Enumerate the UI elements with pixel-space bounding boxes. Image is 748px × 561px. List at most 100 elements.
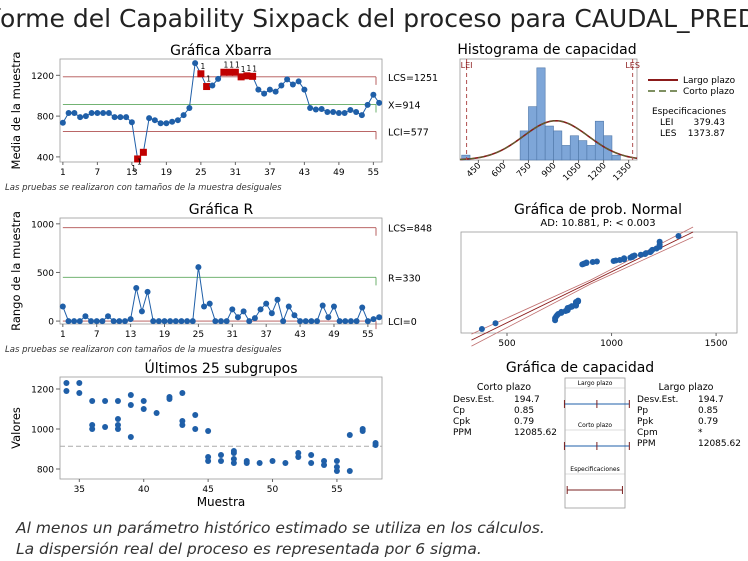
xbar-xtick-label: 25 xyxy=(195,168,206,178)
xbar-point xyxy=(272,88,279,95)
range-point xyxy=(189,318,196,325)
long-term-row-value: 12085.62 xyxy=(698,439,741,449)
histogram-bar xyxy=(561,145,571,161)
xbar-point-out xyxy=(139,148,147,156)
range-point xyxy=(376,314,383,321)
last25-xtick-label: 55 xyxy=(331,485,342,495)
long-term-row-value: 194.7 xyxy=(698,395,724,405)
long-term-row-label: Desv.Est. xyxy=(637,395,678,405)
last25-point xyxy=(256,460,263,466)
last25-point xyxy=(243,460,250,466)
xbar-point xyxy=(312,106,319,113)
histogram-lsl-label: LEI xyxy=(461,61,473,70)
xbar-point xyxy=(117,114,124,121)
xbar-ucl-label: LCS=1251 xyxy=(388,73,438,84)
last25-point xyxy=(346,468,353,474)
range-lcl-label: LCI=0 xyxy=(388,317,417,328)
last25-point xyxy=(114,426,121,432)
last25-point xyxy=(269,458,276,464)
legend-long-term-label: Largo plazo xyxy=(683,76,736,86)
range-point xyxy=(201,303,208,310)
xbar-point xyxy=(278,82,285,89)
range-point xyxy=(172,318,179,325)
last25-point xyxy=(230,448,237,454)
last25-point xyxy=(140,406,147,412)
xbar-point-out xyxy=(203,83,211,91)
range-point xyxy=(76,318,83,325)
xbar-point xyxy=(295,78,302,85)
xbar-xtick-label: 37 xyxy=(264,168,275,178)
xbar-point xyxy=(128,119,135,126)
histogram-xtick-label: 450 xyxy=(465,161,484,180)
range-point xyxy=(240,308,247,315)
xbar-point xyxy=(100,110,107,117)
xbar-point xyxy=(266,86,273,93)
xbar-xtick-label: 19 xyxy=(161,168,173,178)
range-ytick-label: 0 xyxy=(48,318,54,328)
xbar-point xyxy=(82,113,89,120)
last25-point xyxy=(102,424,109,430)
normprob-point xyxy=(593,258,600,265)
range-xtick-label: 43 xyxy=(294,330,305,340)
xbar-point xyxy=(174,117,181,124)
range-point xyxy=(285,303,292,310)
xbar-point xyxy=(330,109,337,116)
histogram-xtick-label: 1350 xyxy=(611,161,633,183)
long-term-row-label: Ppk xyxy=(637,417,654,427)
range-point xyxy=(144,288,151,295)
xbar-title: Gráfica Xbarra xyxy=(170,43,272,59)
xbar-point-out xyxy=(134,155,142,163)
range-center-label: R=330 xyxy=(388,273,421,284)
xbar-xtick-label: 43 xyxy=(299,168,310,178)
last25-point xyxy=(295,454,302,460)
last25-point xyxy=(179,390,186,396)
long-term-row-value: 0.79 xyxy=(698,417,718,427)
histogram-xtick-label: 750 xyxy=(515,161,534,180)
xbar-ytick-label: 800 xyxy=(37,113,54,123)
normprob-point xyxy=(583,259,590,266)
range-point xyxy=(116,318,123,325)
capability-box-label: Largo plazo xyxy=(578,380,613,387)
xbar-xtick-label: 55 xyxy=(368,168,379,178)
histogram-xtick-label: 1200 xyxy=(586,161,608,183)
range-point xyxy=(161,318,168,325)
xbar-ylabel: Media de la muestra xyxy=(9,52,23,170)
xbar-point xyxy=(151,117,158,124)
xbar-point xyxy=(77,114,84,121)
range-point xyxy=(110,318,117,325)
last25-point xyxy=(76,380,83,386)
range-point xyxy=(347,318,354,325)
histogram-usl-label: LES xyxy=(625,61,640,70)
normprob-band-lower xyxy=(471,236,694,347)
xbar-point xyxy=(111,114,118,121)
histogram-bar xyxy=(603,135,613,161)
long-term-row-label: Pp xyxy=(637,406,648,416)
last25-point xyxy=(308,460,315,466)
xbar-point xyxy=(301,86,308,93)
xbar-point xyxy=(376,99,383,106)
last25-point xyxy=(179,418,186,424)
last25-point xyxy=(218,452,224,458)
range-point xyxy=(127,316,134,323)
last25-xtick-label: 50 xyxy=(267,485,279,495)
range-point xyxy=(263,300,270,307)
last25-point xyxy=(372,440,379,446)
last25-point xyxy=(102,398,109,404)
last25-point xyxy=(63,388,70,394)
last25-point xyxy=(218,458,224,464)
range-xtick-label: 31 xyxy=(227,330,238,340)
range-point xyxy=(330,303,337,310)
xbar-point xyxy=(335,110,342,117)
xbar-point xyxy=(284,76,291,83)
last25-point xyxy=(192,426,199,432)
histogram-bar xyxy=(461,154,471,161)
histogram-bar xyxy=(536,67,546,161)
last25-xlabel: Muestra xyxy=(197,495,246,509)
last25-point xyxy=(205,428,212,434)
last25-point xyxy=(346,432,353,438)
range-point xyxy=(155,318,162,325)
spec-value: 379.43 xyxy=(694,118,726,128)
xbar-point-out xyxy=(226,68,234,76)
xbar-point xyxy=(307,104,314,111)
histogram-bar xyxy=(594,120,604,161)
